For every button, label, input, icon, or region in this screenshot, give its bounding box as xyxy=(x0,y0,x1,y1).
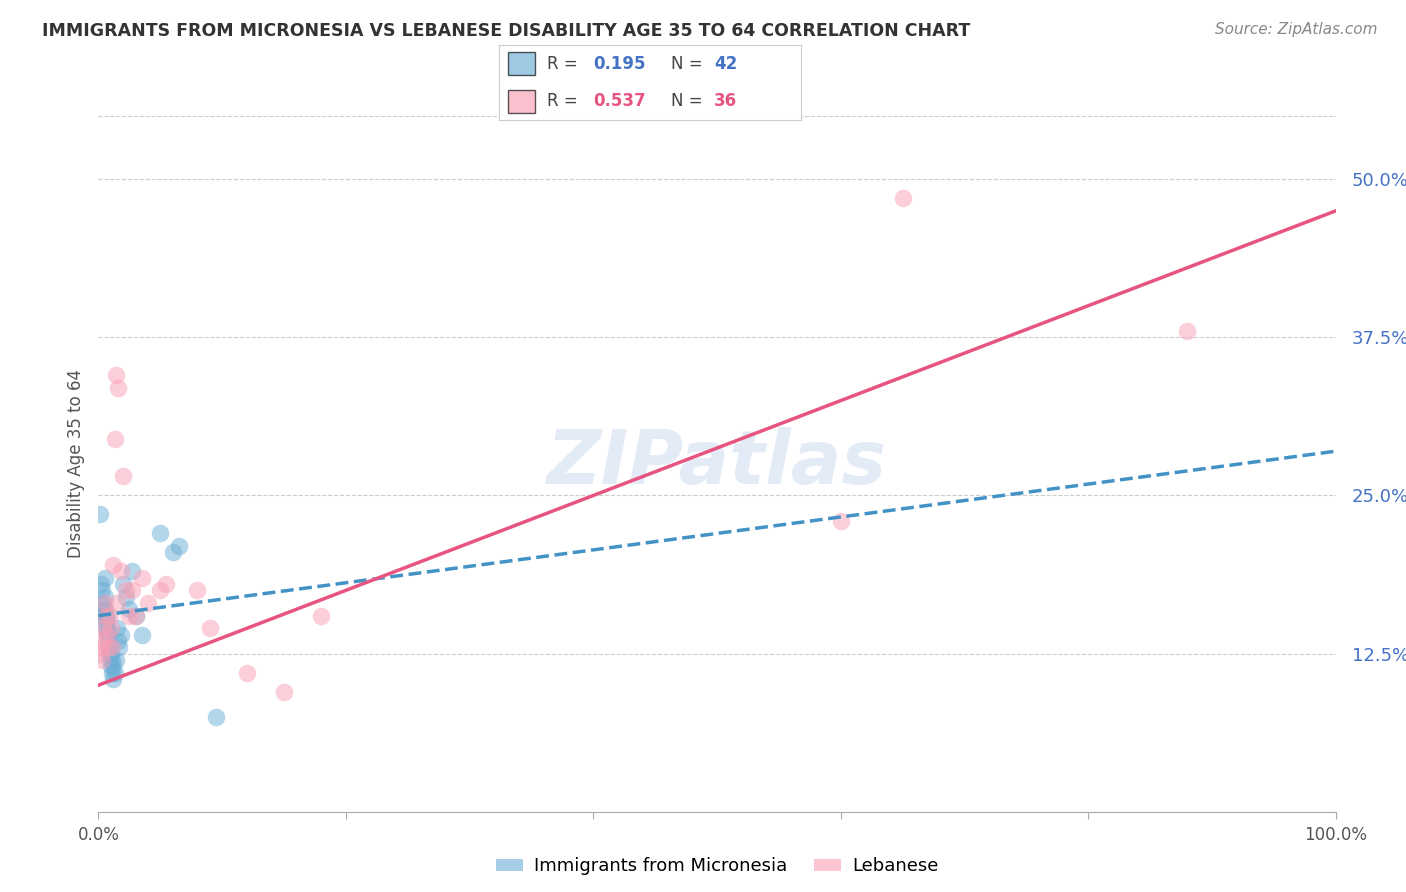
Point xyxy=(236,665,259,680)
Point xyxy=(107,634,129,648)
Point xyxy=(100,659,122,673)
Point xyxy=(104,653,127,667)
Point xyxy=(167,539,190,553)
Point xyxy=(100,621,122,635)
Point xyxy=(114,583,136,598)
Point xyxy=(110,627,132,641)
Point xyxy=(96,627,118,641)
Point xyxy=(93,590,115,604)
Point xyxy=(118,608,141,623)
Point xyxy=(89,508,111,522)
Point xyxy=(93,596,115,610)
Point xyxy=(90,577,112,591)
Point xyxy=(94,608,117,623)
Point xyxy=(103,659,125,673)
Point xyxy=(94,615,117,629)
Point xyxy=(309,608,332,623)
Point xyxy=(121,583,143,598)
Text: ZIPatlas: ZIPatlas xyxy=(547,427,887,500)
Point xyxy=(124,608,146,623)
Point xyxy=(97,640,120,655)
Point xyxy=(891,191,914,205)
Point xyxy=(103,672,125,686)
Point xyxy=(103,558,125,572)
Point xyxy=(97,627,120,641)
Point xyxy=(97,640,120,655)
Point xyxy=(93,634,115,648)
Point xyxy=(121,565,143,579)
Text: 42: 42 xyxy=(714,54,737,72)
Point xyxy=(114,590,136,604)
Y-axis label: Disability Age 35 to 64: Disability Age 35 to 64 xyxy=(66,369,84,558)
Point xyxy=(112,469,135,483)
Point xyxy=(98,653,121,667)
Point xyxy=(93,608,115,623)
Point xyxy=(103,432,125,446)
Point xyxy=(96,621,118,635)
Point xyxy=(101,665,124,680)
Point xyxy=(105,621,128,635)
FancyBboxPatch shape xyxy=(508,52,536,75)
Point xyxy=(186,583,208,598)
Point xyxy=(162,545,184,559)
Point xyxy=(131,571,153,585)
Point xyxy=(103,665,125,680)
Point xyxy=(93,596,115,610)
Point xyxy=(112,577,135,591)
Point xyxy=(91,583,114,598)
Point xyxy=(124,608,146,623)
Point xyxy=(149,526,172,541)
Point xyxy=(155,577,177,591)
Point xyxy=(101,640,124,655)
Point xyxy=(110,565,132,579)
Point xyxy=(94,608,117,623)
Point xyxy=(96,608,118,623)
Legend: Immigrants from Micronesia, Lebanese: Immigrants from Micronesia, Lebanese xyxy=(488,850,946,883)
Point xyxy=(93,571,115,585)
Point xyxy=(93,602,115,616)
Text: 0.537: 0.537 xyxy=(593,93,645,111)
Point xyxy=(91,653,114,667)
Text: N =: N = xyxy=(672,54,709,72)
Text: IMMIGRANTS FROM MICRONESIA VS LEBANESE DISABILITY AGE 35 TO 64 CORRELATION CHART: IMMIGRANTS FROM MICRONESIA VS LEBANESE D… xyxy=(42,22,970,40)
Point xyxy=(104,368,127,383)
Point xyxy=(96,627,118,641)
Point xyxy=(89,647,111,661)
Point xyxy=(1175,324,1198,338)
Text: R =: R = xyxy=(547,93,583,111)
Point xyxy=(93,621,115,635)
Point xyxy=(100,647,122,661)
Point xyxy=(830,514,852,528)
Point xyxy=(90,640,112,655)
Text: N =: N = xyxy=(672,93,709,111)
Point xyxy=(131,627,153,641)
Point xyxy=(198,621,221,635)
Point xyxy=(205,710,228,724)
Point xyxy=(273,684,295,698)
Point xyxy=(91,602,114,616)
FancyBboxPatch shape xyxy=(508,90,536,112)
Point xyxy=(107,381,129,395)
Point xyxy=(108,640,131,655)
Point xyxy=(149,583,172,598)
Point xyxy=(118,602,141,616)
Point xyxy=(136,596,159,610)
Point xyxy=(105,596,128,610)
Point xyxy=(101,653,124,667)
Point xyxy=(98,608,121,623)
Point xyxy=(97,634,120,648)
Text: 0.195: 0.195 xyxy=(593,54,645,72)
Point xyxy=(98,647,121,661)
Point xyxy=(94,621,117,635)
Text: Source: ZipAtlas.com: Source: ZipAtlas.com xyxy=(1215,22,1378,37)
Text: R =: R = xyxy=(547,54,583,72)
Text: 36: 36 xyxy=(714,93,737,111)
